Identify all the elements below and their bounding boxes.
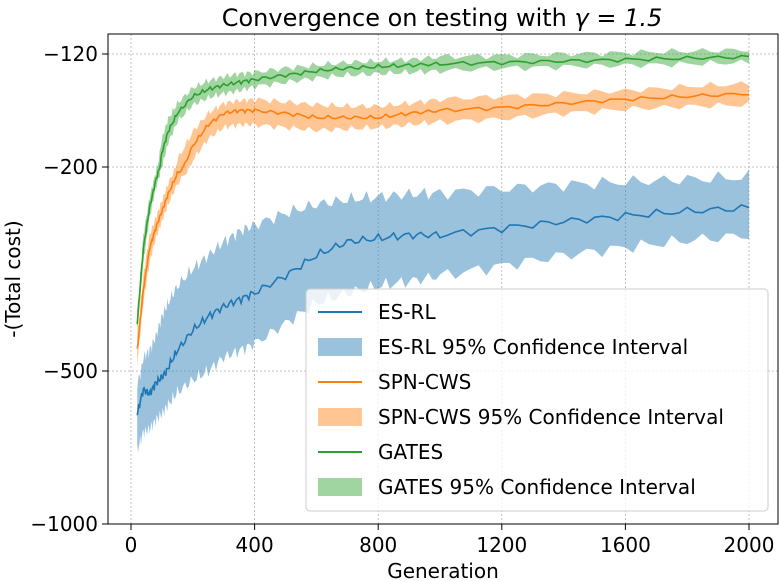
x-tick-label: 0: [125, 533, 138, 557]
series-lines: [136, 54, 750, 416]
es-rl-line: [136, 204, 750, 416]
chart-title: Convergence on testing with γ = 1.5: [222, 4, 663, 32]
x-tick-label: 1600: [600, 533, 651, 557]
legend-box: [305, 288, 769, 512]
y-tick-label: −500: [43, 359, 98, 383]
legend-label-spn-cws: SPN-CWS: [378, 370, 471, 394]
es-rl-ci-band: [137, 169, 749, 453]
x-tick-label: 800: [359, 533, 397, 557]
axis-ticks: 0 400 800 1200 1600 2000 −120 −200 −500 −1000: [30, 42, 774, 557]
y-axis-label: -(Total cost): [1, 220, 25, 337]
legend-label-es-rl-ci: ES-RL 95% Confidence Interval: [378, 335, 688, 359]
x-axis-label: Generation: [387, 559, 499, 581]
legend-label-spn-cws-ci: SPN-CWS 95% Confidence Interval: [378, 405, 724, 429]
x-tick-label: 400: [236, 533, 274, 557]
grid: [108, 34, 778, 525]
y-tick-label: −120: [43, 42, 98, 66]
legend-swatch-gates-ci: [318, 478, 362, 496]
x-tick-label: 2000: [724, 533, 775, 557]
y-tick-label: −200: [43, 155, 98, 179]
legend-swatch-es-rl-ci: [318, 338, 362, 356]
legend-label-gates-ci: GATES 95% Confidence Interval: [378, 475, 696, 499]
legend: ES-RL ES-RL 95% Confidence Interval SPN-CW…: [305, 288, 769, 512]
legend-label-es-rl: ES-RL: [378, 300, 436, 324]
legend-label-gates: GATES: [378, 440, 443, 464]
confidence-bands: [137, 48, 749, 453]
y-tick-label: −1000: [30, 512, 98, 536]
spn-cws-line: [136, 92, 750, 349]
x-tick-label: 1200: [476, 533, 527, 557]
title-group: Convergence on testing with γ = 1.5: [222, 4, 663, 32]
legend-swatch-spn-cws-ci: [318, 408, 362, 426]
plot-frame: [107, 33, 779, 525]
gates-line: [136, 54, 750, 325]
